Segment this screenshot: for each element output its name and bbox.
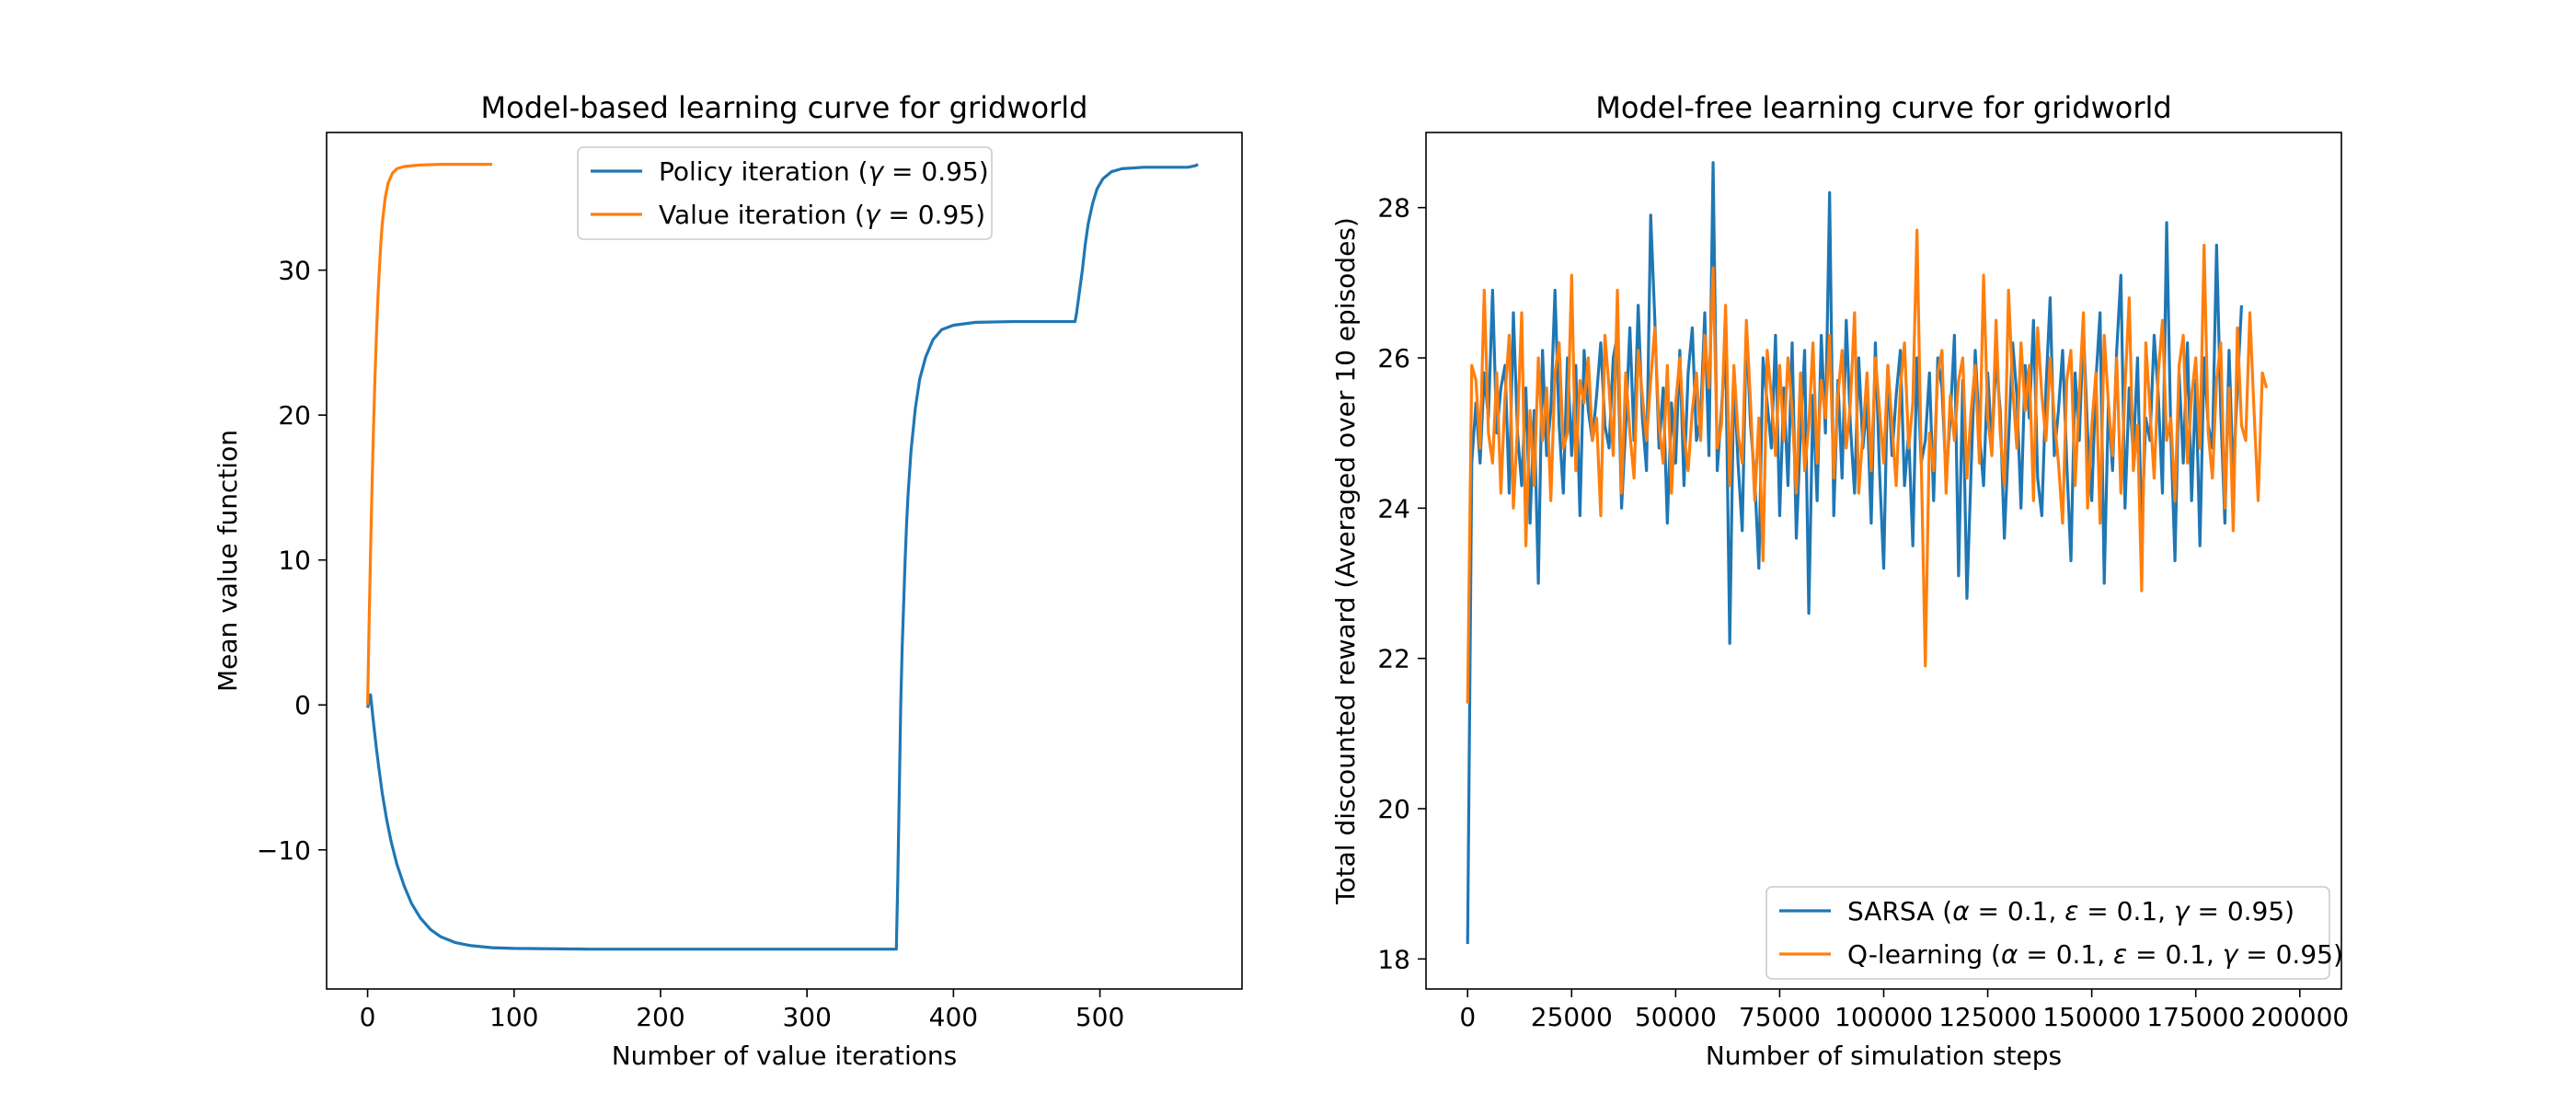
series-line-0 <box>1466 161 2244 945</box>
legend-label-part: = 0.95) <box>883 156 989 187</box>
x-tick-label: 200000 <box>2250 1002 2349 1032</box>
y-tick-label: 10 <box>278 546 311 576</box>
legend-label-part: γ <box>865 200 881 230</box>
y-axis-label: Total discounted reward (Averaged over 1… <box>1330 217 1361 905</box>
x-tick-label: 0 <box>1459 1002 1476 1032</box>
y-tick-label: 22 <box>1377 644 1410 674</box>
legend-frame <box>577 146 993 240</box>
y-tick-label: 28 <box>1377 193 1410 224</box>
x-tick-label: 175000 <box>2146 1002 2245 1032</box>
legend: Policy iteration (γ = 0.95)Value iterati… <box>577 146 993 240</box>
legend-label-part: γ <box>2223 939 2239 970</box>
x-tick-label: 200 <box>636 1002 684 1032</box>
legend-label-part: = 0.1, <box>2078 896 2174 926</box>
x-tick-label: 50000 <box>1635 1002 1717 1032</box>
legend-label-part: α <box>1952 896 1970 926</box>
x-tick-label: 100000 <box>1834 1002 1933 1032</box>
x-tick-label: 300 <box>782 1002 831 1032</box>
chart-title: Model-free learning curve for gridworld <box>1595 90 2171 125</box>
x-tick-label: 75000 <box>1739 1002 1821 1032</box>
model-free-chart: Model-free learning curve for gridworld 0… <box>1330 90 2349 1071</box>
legend-label-0: SARSA (α = 0.1, ε = 0.1, γ = 0.95) <box>1847 896 2294 926</box>
series-line-1 <box>365 163 492 706</box>
legend-label-part: = 0.95) <box>880 200 985 230</box>
legend-label-part: α <box>2001 939 2018 970</box>
x-tick-label: 25000 <box>1531 1002 1613 1032</box>
legend-label-part: ε <box>2064 896 2078 926</box>
y-axis-label: Mean value function <box>213 430 243 692</box>
legend-label-part: = 0.1, <box>1970 896 2065 926</box>
x-tick-label: 125000 <box>1938 1002 2037 1032</box>
y-tick-label: 26 <box>1377 343 1410 374</box>
x-tick-label: 150000 <box>2042 1002 2141 1032</box>
legend-label-part: Value iteration ( <box>659 200 865 230</box>
x-axis-label: Number of simulation steps <box>1706 1041 2062 1071</box>
y-tick-label: 24 <box>1377 493 1410 523</box>
x-tick-label: 100 <box>489 1002 538 1032</box>
y-tick-label: 18 <box>1377 944 1410 974</box>
legend-label-part: ε <box>2113 939 2127 970</box>
legend-label-part: γ <box>2174 896 2191 926</box>
legend-label-part: = 0.95) <box>2237 939 2343 970</box>
series-line-0 <box>366 163 1199 951</box>
x-axis-label: Number of value iterations <box>612 1041 958 1071</box>
x-tick-label: 400 <box>929 1002 978 1032</box>
legend-label-part: γ <box>868 156 885 187</box>
y-tick-label: 20 <box>278 400 311 431</box>
x-tick-label: 0 <box>360 1002 376 1032</box>
series-line-1 <box>1466 228 2269 704</box>
y-tick-label: 30 <box>278 256 311 286</box>
legend-label-1: Value iteration (γ = 0.95) <box>659 200 985 230</box>
legend-label-part: SARSA ( <box>1847 896 1952 926</box>
legend-label-part: Policy iteration ( <box>659 156 868 187</box>
legend-label-part: Q-learning ( <box>1847 939 2001 970</box>
y-tick-label: 0 <box>294 690 311 720</box>
model-based-chart: Model-based learning curve for gridworld… <box>213 90 1243 1071</box>
x-tick-label: 500 <box>1075 1002 1124 1032</box>
legend-label-0: Policy iteration (γ = 0.95) <box>659 156 989 187</box>
chart-title: Model-based learning curve for gridworld <box>481 90 1088 125</box>
legend-label-part: = 0.1, <box>2018 939 2113 970</box>
legend-label-part: = 0.1, <box>2127 939 2223 970</box>
legend-label-1: Q-learning (α = 0.1, ε = 0.1, γ = 0.95) <box>1847 939 2343 970</box>
legend-label-part: = 0.95) <box>2190 896 2295 926</box>
legend-frame <box>1765 886 2330 980</box>
legend: SARSA (α = 0.1, ε = 0.1, γ = 0.95)Q-lear… <box>1765 886 2343 980</box>
y-tick-label: −10 <box>257 835 311 866</box>
y-tick-label: 20 <box>1377 794 1410 824</box>
